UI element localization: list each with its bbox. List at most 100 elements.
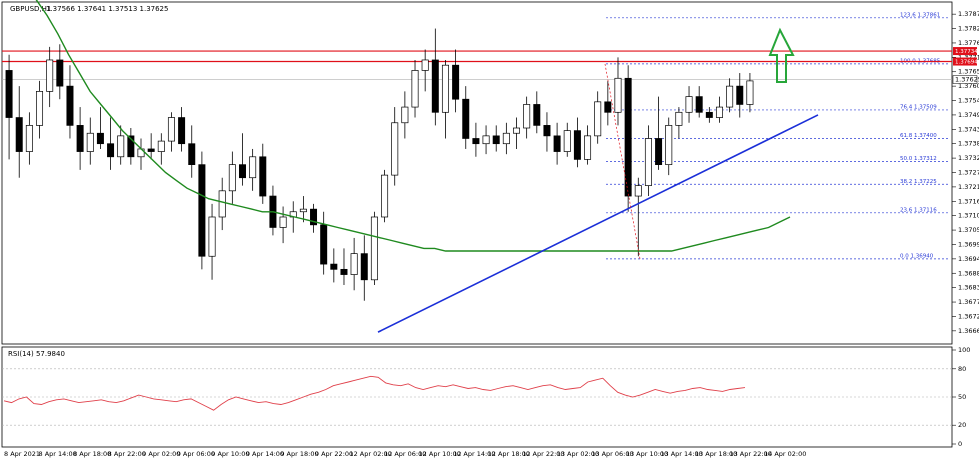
price-tick-label: 1.37655 (958, 68, 979, 76)
rsi-line (3, 375, 746, 411)
candle-body (360, 253, 368, 281)
candle-body (411, 70, 419, 108)
price-tick-label: 1.36940 (958, 255, 979, 263)
time-tick-label: 12 Apr 10:00 (419, 450, 461, 458)
candle-body (715, 106, 723, 118)
rsi-tick-label: 20 (958, 421, 966, 429)
price-tick-label: 1.37050 (958, 226, 979, 234)
candle-body (259, 156, 267, 197)
candle-body (25, 125, 33, 152)
price-tick-label: 1.37820 (958, 25, 979, 33)
time-tick-label: 13 Apr 22:00 (729, 450, 771, 458)
candle-body (695, 96, 703, 113)
candle-body (279, 216, 287, 228)
symbol-label: GBPUSD,H1 (10, 5, 51, 13)
price-tick-label: 1.36775 (958, 298, 979, 306)
price-tick-label: 1.37600 (958, 82, 979, 90)
time-tick-label: 13 Apr 06:00 (591, 450, 633, 458)
candle-body (340, 268, 348, 275)
candle-body (36, 91, 44, 126)
price-tick-label: 1.37435 (958, 125, 979, 133)
fib-anchor-line (604, 63, 641, 259)
price-tick-label: 1.37380 (958, 140, 979, 148)
candle-body (604, 101, 612, 113)
candle-body (370, 216, 378, 281)
candle-body (320, 224, 328, 265)
time-tick-label: 8 Apr 18:00 (73, 450, 111, 458)
candle-body (614, 77, 622, 113)
candle-body (584, 135, 592, 160)
candle-body (76, 125, 84, 152)
candle-body (462, 98, 470, 139)
time-tick-label: 13 Apr 14:00 (660, 450, 702, 458)
time-tick-label: 13 Apr 18:00 (695, 450, 737, 458)
candle-body (431, 59, 439, 113)
price-tick-label: 1.36720 (958, 312, 979, 320)
bullish-arrow-icon (768, 27, 795, 83)
candle-body (238, 164, 246, 179)
candle-body (66, 85, 74, 126)
time-tick-label: 12 Apr 22:00 (522, 450, 564, 458)
candle-body (56, 59, 64, 87)
price-tick-label: 1.37270 (958, 169, 979, 177)
fib-level-label: 61.8 1.37400 (900, 133, 937, 139)
candle-body (330, 263, 338, 270)
time-tick-label: 9 Apr 10:00 (211, 450, 249, 458)
rsi-tick-label: 80 (958, 365, 966, 373)
candle-body (655, 138, 663, 165)
price-tick-label: 1.37545 (958, 97, 979, 105)
fib-level-label: 76.4 1.37509 (900, 104, 937, 110)
candle-body (178, 117, 186, 145)
time-tick-label: 12 Apr 14:00 (453, 450, 495, 458)
price-tick-label: 1.37710 (958, 53, 979, 61)
time-tick-label: 9 Apr 02:00 (142, 450, 180, 458)
candle-body (96, 132, 104, 145)
candle-body (513, 127, 521, 134)
candle-body (167, 117, 175, 142)
candle-body (523, 104, 531, 129)
resistance-label: 1.37734 (955, 49, 978, 55)
price-tick-label: 1.37875 (958, 10, 979, 18)
candle-body (5, 70, 13, 118)
candle-body (350, 253, 358, 275)
price-tick-label: 1.36830 (958, 284, 979, 292)
candle-body (533, 104, 541, 126)
candle-body (634, 185, 642, 197)
time-tick-label: 12 Apr 06:00 (384, 450, 426, 458)
candle-body (107, 143, 115, 158)
candle-body (553, 135, 561, 152)
candle-body (644, 138, 652, 186)
fib-level-label: 50.0 1.37312 (900, 156, 937, 162)
candle-body (188, 143, 196, 165)
rsi-label: RSI(14) 57.9840 (8, 350, 65, 358)
price-tick-label: 1.36665 (958, 327, 979, 335)
price-tick-label: 1.37325 (958, 154, 979, 162)
price-tick-label: 1.36885 (958, 269, 979, 277)
candle-body (147, 148, 155, 152)
candle-body (452, 64, 460, 100)
time-tick-label: 14 Apr 02:00 (764, 450, 806, 458)
candle-body (381, 174, 389, 218)
fib-level-label: 0.0 1.36940 (900, 253, 934, 259)
resistance-tag (953, 47, 977, 56)
candle-body (391, 122, 399, 176)
rsi-panel-frame (1, 346, 953, 448)
candle-body (624, 77, 632, 197)
price-tick-label: 1.37215 (958, 183, 979, 191)
candle-body (441, 64, 449, 113)
time-tick-label: 12 Apr 18:00 (488, 450, 530, 458)
price-panel-frame (1, 1, 953, 345)
fib-level-label: 38.2 1.37225 (900, 179, 937, 185)
candle-body (492, 135, 500, 145)
time-tick-label: 9 Apr 18:00 (280, 450, 318, 458)
candle-body (675, 111, 683, 126)
current-price-tag (952, 75, 978, 84)
candle-body (46, 59, 54, 92)
time-tick-label: 13 Apr 02:00 (557, 450, 599, 458)
candle-body (299, 208, 307, 213)
current-price-label: 1.37625 (955, 76, 979, 84)
rsi-tick-label: 0 (958, 440, 962, 448)
candle-body (594, 101, 602, 137)
